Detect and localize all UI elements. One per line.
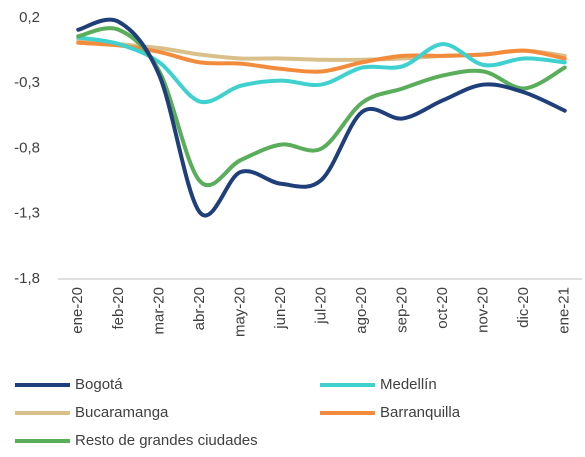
- legend-label: Medellín: [380, 376, 437, 393]
- series-line: [76, 35, 567, 105]
- x-tick-label: nov-20: [475, 287, 492, 333]
- x-tick-label: feb-20: [110, 287, 127, 330]
- x-tick-label: ene-21: [556, 287, 573, 334]
- legend-label: Barranquilla: [380, 404, 461, 421]
- x-tick-label: mar-20: [150, 287, 167, 335]
- x-tick-label: oct-20: [434, 287, 451, 329]
- y-tick-label: -0,3: [14, 74, 40, 91]
- legend-label: Resto de grandes ciudades: [75, 432, 258, 449]
- y-tick-label: -0,8: [14, 139, 40, 156]
- x-tick-label: dic-20: [515, 287, 532, 328]
- series-line: [76, 40, 567, 74]
- x-tick-label: sep-20: [394, 287, 411, 333]
- series-line: [76, 17, 567, 218]
- x-tick-label: ago-20: [353, 287, 370, 334]
- x-tick-label: may-20: [231, 287, 248, 337]
- legend-label: Bogotá: [75, 376, 123, 393]
- x-tick-label: abr-20: [191, 287, 208, 330]
- x-tick-label: jul-20: [312, 287, 329, 325]
- y-tick-label: -1,3: [14, 205, 40, 222]
- x-tick-label: jun-20: [272, 287, 289, 330]
- legend-label: Bucaramanga: [75, 404, 169, 421]
- x-tick-label: ene-20: [69, 287, 86, 334]
- y-tick-label: 0,2: [19, 9, 40, 26]
- y-tick-label: -1,8: [14, 270, 40, 287]
